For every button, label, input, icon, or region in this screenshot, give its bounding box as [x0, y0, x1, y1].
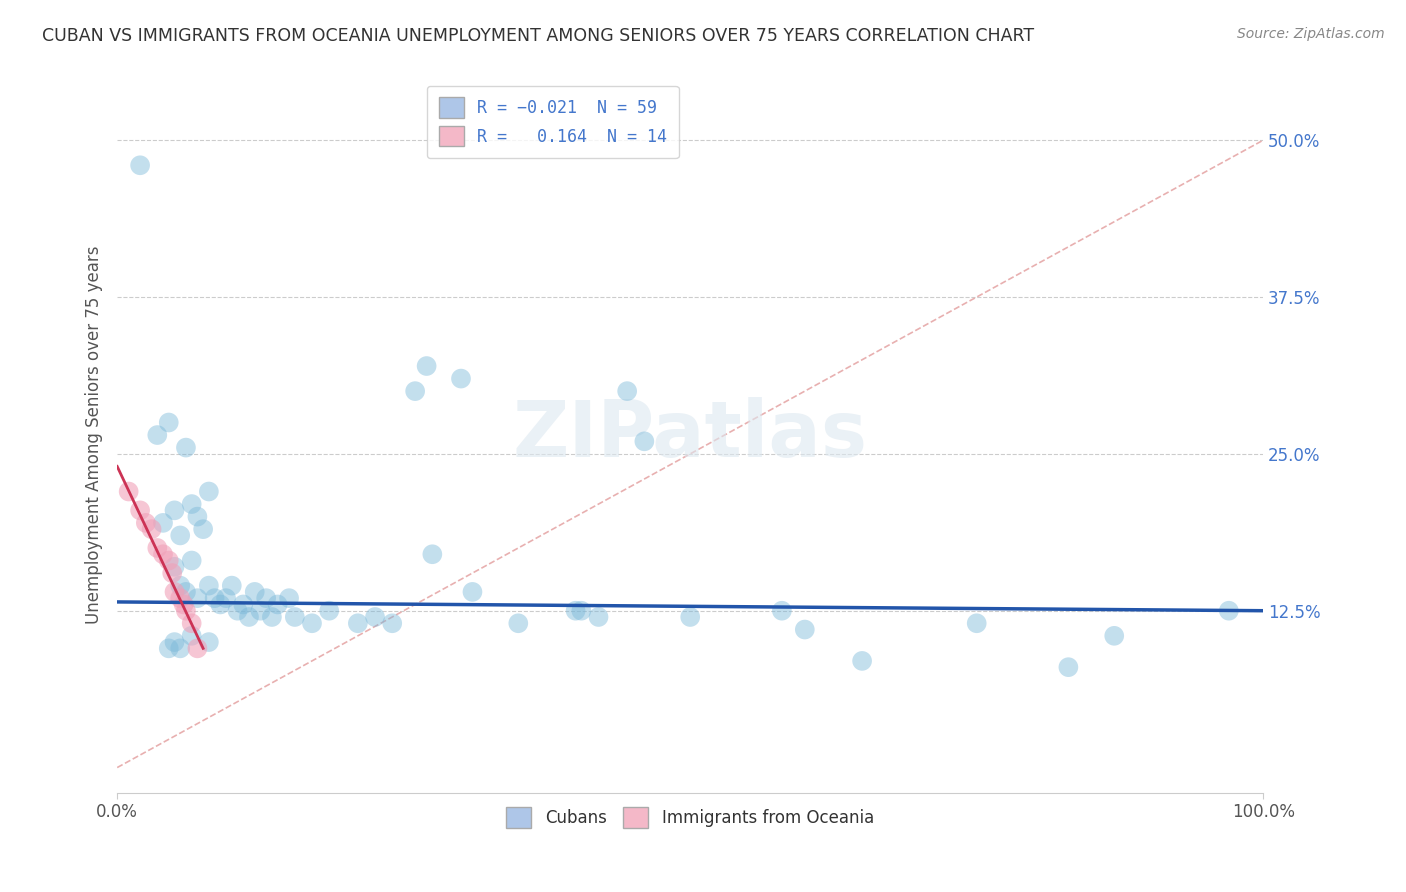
Point: [422, 547, 444, 561]
Point: [180, 497, 202, 511]
Point: [173, 598, 195, 612]
Point: [174, 604, 197, 618]
Point: [404, 384, 426, 398]
Point: [633, 434, 655, 449]
Point: [198, 579, 221, 593]
Point: [238, 610, 260, 624]
Point: [152, 547, 174, 561]
Point: [180, 616, 202, 631]
Point: [118, 484, 141, 499]
Point: [679, 610, 702, 624]
Point: [129, 503, 152, 517]
Point: [450, 371, 472, 385]
Point: [318, 604, 340, 618]
Point: [169, 579, 191, 593]
Point: [163, 503, 186, 517]
Point: [152, 516, 174, 530]
Point: [260, 610, 283, 624]
Point: [770, 604, 793, 618]
Point: [129, 158, 152, 172]
Point: [508, 616, 530, 631]
Text: Source: ZipAtlas.com: Source: ZipAtlas.com: [1237, 27, 1385, 41]
Point: [186, 591, 208, 606]
Point: [135, 516, 157, 530]
Point: [381, 616, 404, 631]
Point: [180, 553, 202, 567]
Point: [186, 509, 208, 524]
Point: [146, 428, 169, 442]
Point: [169, 641, 191, 656]
Point: [415, 359, 437, 373]
Point: [221, 579, 243, 593]
Point: [364, 610, 387, 624]
Point: [301, 616, 323, 631]
Point: [851, 654, 873, 668]
Point: [1057, 660, 1080, 674]
Point: [254, 591, 277, 606]
Point: [198, 635, 221, 649]
Legend: Cubans, Immigrants from Oceania: Cubans, Immigrants from Oceania: [499, 801, 880, 834]
Point: [174, 441, 197, 455]
Point: [569, 604, 592, 618]
Text: ZIPatlas: ZIPatlas: [513, 397, 868, 473]
Point: [209, 598, 232, 612]
Point: [141, 522, 163, 536]
Point: [232, 598, 254, 612]
Point: [191, 522, 214, 536]
Point: [163, 585, 186, 599]
Point: [180, 629, 202, 643]
Point: [163, 559, 186, 574]
Point: [157, 416, 180, 430]
Point: [160, 566, 183, 580]
Point: [564, 604, 586, 618]
Point: [278, 591, 301, 606]
Point: [204, 591, 226, 606]
Point: [793, 623, 815, 637]
Point: [186, 641, 208, 656]
Point: [169, 591, 191, 606]
Point: [588, 610, 610, 624]
Point: [1102, 629, 1125, 643]
Y-axis label: Unemployment Among Seniors over 75 years: Unemployment Among Seniors over 75 years: [86, 246, 103, 624]
Point: [215, 591, 238, 606]
Point: [146, 541, 169, 555]
Point: [616, 384, 638, 398]
Text: CUBAN VS IMMIGRANTS FROM OCEANIA UNEMPLOYMENT AMONG SENIORS OVER 75 YEARS CORREL: CUBAN VS IMMIGRANTS FROM OCEANIA UNEMPLO…: [42, 27, 1035, 45]
Point: [174, 585, 197, 599]
Point: [198, 484, 221, 499]
Point: [163, 635, 186, 649]
Point: [243, 585, 266, 599]
Point: [157, 553, 180, 567]
Point: [966, 616, 988, 631]
Point: [226, 604, 249, 618]
Point: [169, 528, 191, 542]
Point: [266, 598, 288, 612]
Point: [284, 610, 307, 624]
Point: [347, 616, 370, 631]
Point: [1218, 604, 1240, 618]
Point: [461, 585, 484, 599]
Point: [249, 604, 271, 618]
Point: [157, 641, 180, 656]
